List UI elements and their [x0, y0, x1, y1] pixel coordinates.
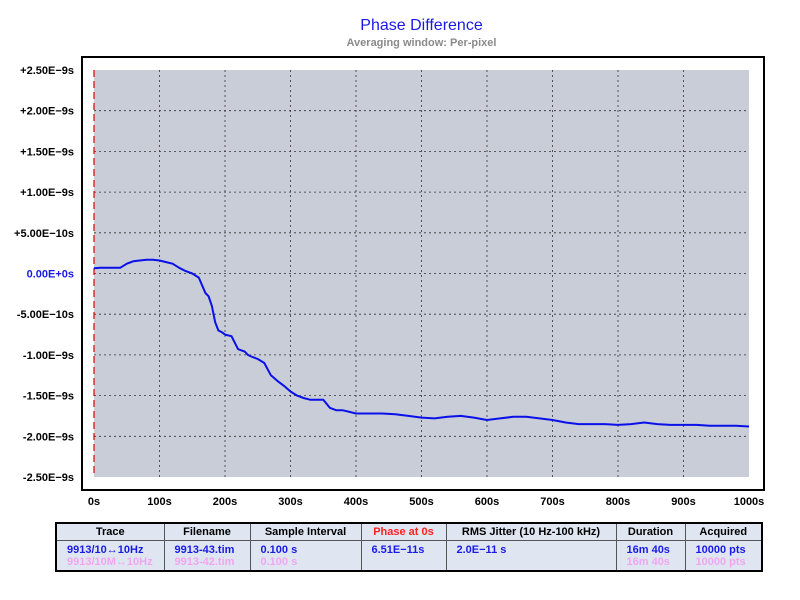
cell-rms-jitter: 2.0E−11 s — [446, 540, 617, 570]
grid — [94, 70, 749, 477]
trace-name-1: 9913/10↔10Hz — [67, 544, 144, 556]
header-duration[interactable]: Duration — [616, 524, 686, 541]
trace-name-2: 9913/10M↔10Hz — [67, 556, 153, 568]
x-tick-labels: 0s 100s 200s 300s 400s 500s 600s 700s 800s 900s 10… — [88, 496, 764, 508]
duration-2: 16m 40s — [626, 556, 670, 568]
cell-sample-interval: 0.100 s 0.100 s — [250, 540, 362, 570]
header-rms-jitter[interactable]: RMS Jitter (10 Hz-100 kHz) — [446, 524, 617, 541]
x-tick-label: 800s — [606, 496, 630, 508]
cell-duration: 16m 40s 16m 40s — [616, 540, 686, 570]
chart-title: Phase Difference — [360, 17, 483, 34]
header-acquired[interactable]: Acquired — [685, 524, 761, 541]
x-tick-label: 600s — [475, 496, 499, 508]
y-tick-labels: +2.50E−9s +2.00E−9s +1.50E−9s +1.00E−9s +5.0… — [14, 65, 74, 484]
table-row[interactable]: 9913/10↔10Hz 9913/10M↔10Hz 9913-43.tim 9… — [57, 540, 761, 571]
sample-interval-1: 0.100 s — [260, 544, 298, 556]
x-tick-label: 400s — [344, 496, 368, 508]
y-tick-label: -2.00E−9s — [23, 431, 74, 443]
header-phase-at-0s[interactable]: Phase at 0s — [361, 524, 447, 541]
filename-1: 9913-43.tim — [174, 544, 235, 556]
x-tick-label: 700s — [540, 496, 564, 508]
x-tick-label: 100s — [147, 496, 171, 508]
phase-series-line — [93, 258, 750, 428]
y-tick-label: +1.50E−9s — [20, 146, 74, 158]
y-tick-label: -1.00E−9s — [23, 350, 74, 362]
acquired-2: 10000 pts — [695, 556, 746, 568]
x-tick-label: 300s — [278, 496, 302, 508]
sample-interval-2: 0.100 s — [260, 556, 298, 568]
phase-at-0s-1: 6.51E−11s — [371, 544, 425, 556]
header-filename[interactable]: Filename — [164, 524, 251, 541]
x-tick-label: 1000s — [734, 496, 765, 508]
y-tick-label: -2.50E−9s — [23, 472, 74, 484]
y-tick-label: +2.50E−9s — [20, 65, 74, 77]
y-tick-label: -1.50E−9s — [23, 391, 74, 403]
header-trace[interactable]: Trace — [57, 524, 165, 541]
filename-2: 9913-42.tim — [174, 556, 235, 568]
header-sample-interval[interactable]: Sample Interval — [250, 524, 362, 541]
rms-jitter-1: 2.0E−11 s — [456, 544, 507, 556]
y-tick-label: 0.00E+0s — [27, 269, 74, 281]
chart-subtitle: Averaging window: Per-pixel — [346, 37, 497, 49]
y-tick-label: +5.00E−10s — [14, 228, 74, 240]
cell-trace: 9913/10↔10Hz 9913/10M↔10Hz — [57, 540, 165, 570]
acquired-1: 10000 pts — [695, 544, 746, 556]
cell-filename: 9913-43.tim 9913-42.tim — [164, 540, 251, 570]
y-tick-label: +2.00E−9s — [20, 106, 74, 118]
y-tick-label: +1.00E−9s — [20, 187, 74, 199]
x-tick-label: 900s — [671, 496, 695, 508]
cell-phase: 6.51E−11s — [361, 540, 447, 570]
y-tick-label: -5.00E−10s — [17, 309, 74, 321]
cell-acquired: 10000 pts 10000 pts — [685, 541, 761, 571]
duration-1: 16m 40s — [626, 544, 670, 556]
x-tick-label: 500s — [409, 496, 433, 508]
x-tick-label: 200s — [213, 496, 237, 508]
phase-difference-chart: +2.50E−9s +2.00E−9s +1.50E−9s +1.00E−9s +5.0… — [14, 56, 765, 508]
trace-info-table: Trace Filename Sample Interval Phase at … — [55, 522, 763, 572]
x-tick-label: 0s — [88, 496, 100, 508]
